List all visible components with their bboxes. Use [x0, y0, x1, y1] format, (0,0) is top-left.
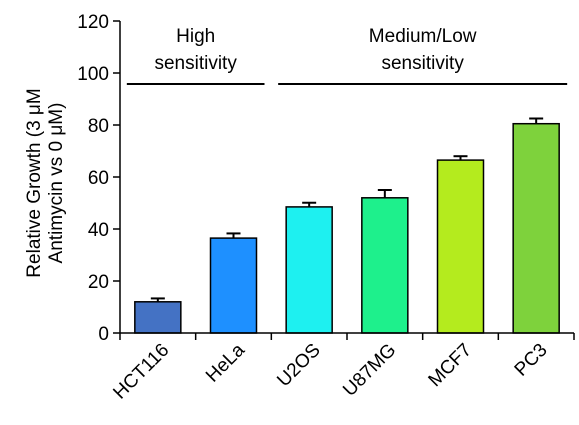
y-tick-label: 0	[98, 324, 109, 345]
bar-hela	[209, 237, 258, 334]
group-label-line2-1: sensitivity	[381, 53, 464, 74]
x-category-label-mcf7: MCF7	[425, 340, 476, 391]
y-tick-label: 100	[77, 64, 109, 85]
group-label-line1-1: Medium/Low	[369, 26, 477, 47]
x-category-label-u2os: U2OS	[273, 340, 324, 391]
bar-hct116	[134, 301, 182, 334]
bar-u87mg	[361, 197, 409, 334]
y-tick-label: 60	[88, 168, 109, 189]
error-bars	[150, 117, 544, 302]
group-label-line2-0: sensitivity	[154, 53, 237, 74]
y-tick-label: 120	[77, 12, 109, 33]
group-label-line1-0: High	[176, 26, 215, 47]
x-category-label-u87mg: U87MG	[339, 340, 400, 401]
bar-pc3	[512, 122, 560, 334]
y-axis-label-line1: Relative Growth (3 μM	[24, 88, 45, 277]
x-category-label-pc3: PC3	[511, 340, 552, 381]
axes	[113, 20, 575, 340]
bar-mcf7	[436, 159, 485, 334]
bars	[134, 122, 560, 334]
group-annotations: High sensitivity Medium/Low sensitivity	[126, 26, 568, 85]
y-tick-label: 80	[88, 116, 109, 137]
x-category-label-hct116: HCT116	[109, 340, 173, 404]
y-tick-label: 40	[88, 220, 109, 241]
y-axis-label-line2: Antimycin vs 0 μM)	[46, 103, 67, 264]
bar-u2os	[285, 206, 333, 334]
x-category-label-hela: HeLa	[202, 339, 249, 386]
y-tick-label: 20	[88, 272, 109, 293]
x-category-labels: HCT116 HeLa U2OS U87MG MCF7 PC3	[109, 339, 551, 403]
y-tick-labels: 0 20 40 60 80 100 120	[77, 12, 109, 345]
